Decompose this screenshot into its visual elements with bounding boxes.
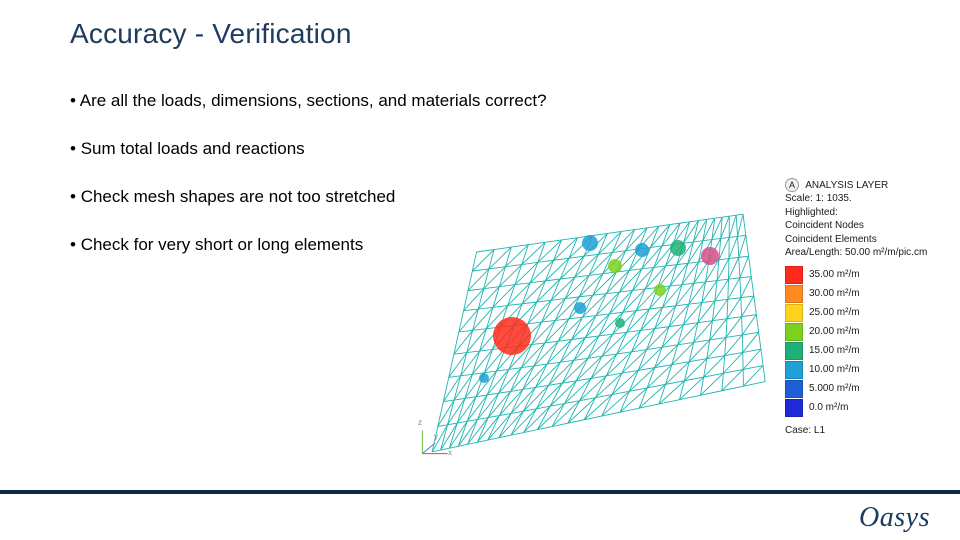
mesh-area: z x y xyxy=(410,198,780,468)
legend-scale-row: 35.00 m²/m xyxy=(785,266,930,285)
legend-swatch xyxy=(785,380,803,398)
legend-scale-row: 20.00 m²/m xyxy=(785,323,930,342)
axis-y-label: y xyxy=(434,432,438,441)
mesh-marker xyxy=(635,243,649,257)
axis-x-label: x xyxy=(448,448,452,457)
legend-swatch xyxy=(785,304,803,322)
legend-scale-value: 10.00 m²/m xyxy=(809,363,860,377)
legend-scale-row: 10.00 m²/m xyxy=(785,361,930,380)
legend-panel: A ANALYSIS LAYER Scale: 1: 1035. Highlig… xyxy=(785,178,930,437)
mesh-marker xyxy=(493,317,531,355)
legend-scale-value: 0.0 m²/m xyxy=(809,401,848,415)
legend-scale-row: 25.00 m²/m xyxy=(785,304,930,323)
mesh-marker xyxy=(701,247,719,265)
mesh-marker xyxy=(479,373,489,383)
legend-swatch xyxy=(785,342,803,360)
legend-highlight-item: Coincident Elements xyxy=(785,233,930,247)
legend-scale-row: 5.000 m²/m xyxy=(785,380,930,399)
legend-scale-row: 30.00 m²/m xyxy=(785,285,930,304)
legend-scale-value: 30.00 m²/m xyxy=(809,287,860,301)
legend-badge: A xyxy=(785,178,799,192)
brand-logo: Oasys xyxy=(859,502,930,534)
legend-color-scale: 35.00 m²/m 30.00 m²/m 25.00 m²/m 20.00 m²/m… xyxy=(785,266,930,418)
figure-panel: z x y A ANALYSIS LAYER Scale: 1: 1035. H… xyxy=(410,178,930,478)
mesh-marker xyxy=(574,302,586,314)
legend-swatch xyxy=(785,399,803,417)
legend-scale-row: 0.0 m²/m xyxy=(785,399,930,418)
legend-scale-value: 15.00 m²/m xyxy=(809,344,860,358)
legend-scale-row: 15.00 m²/m xyxy=(785,342,930,361)
legend-area-length: Area/Length: 50.00 m²/m/pic.cm xyxy=(785,246,930,260)
mesh-marker xyxy=(615,318,625,328)
mesh-marker xyxy=(670,240,686,256)
legend-case: Case: L1 xyxy=(785,424,930,438)
axis-z-label: z xyxy=(418,418,422,427)
legend-scale-value: 5.000 m²/m xyxy=(809,382,860,396)
legend-swatch xyxy=(785,266,803,284)
legend-layer-label: ANALYSIS LAYER xyxy=(805,180,888,191)
legend-scale-text: Scale: 1: 1035. xyxy=(785,192,930,206)
legend-scale-value: 35.00 m²/m xyxy=(809,268,860,282)
legend-scale-value: 20.00 m²/m xyxy=(809,325,860,339)
mesh-marker xyxy=(654,284,666,296)
legend-swatch xyxy=(785,361,803,379)
legend-scale-value: 25.00 m²/m xyxy=(809,306,860,320)
bullet-item: Sum total loads and reactions xyxy=(70,138,547,160)
mesh-marker xyxy=(582,235,598,251)
mesh-marker xyxy=(608,259,622,273)
legend-swatch xyxy=(785,323,803,341)
legend-swatch xyxy=(785,285,803,303)
slide-title: Accuracy - Verification xyxy=(70,18,352,50)
legend-highlight-item: Coincident Nodes xyxy=(785,219,930,233)
slide: Accuracy - Verification Are all the load… xyxy=(0,0,960,540)
bullet-item: Are all the loads, dimensions, sections,… xyxy=(70,90,547,112)
footer-bar xyxy=(0,490,960,540)
legend-highlighted-label: Highlighted: xyxy=(785,206,930,220)
axis-triad: z x y xyxy=(414,420,456,462)
